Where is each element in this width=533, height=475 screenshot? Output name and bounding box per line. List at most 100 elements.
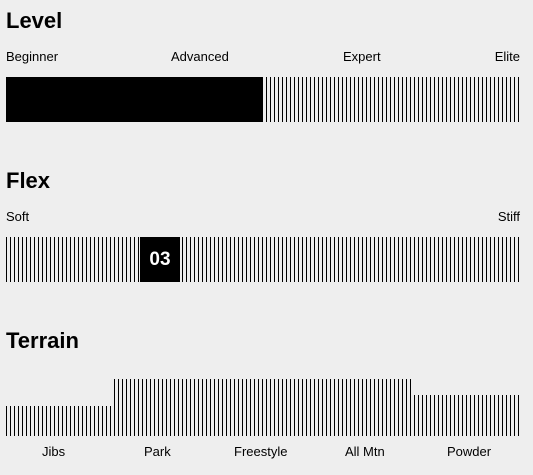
flex-tick xyxy=(290,237,291,282)
level-tick xyxy=(362,77,363,122)
flex-tick xyxy=(254,237,255,282)
flex-tick xyxy=(362,237,363,282)
terrain-tick xyxy=(182,379,183,436)
flex-tick xyxy=(282,237,283,282)
level-label-elite: Elite xyxy=(494,49,520,64)
terrain-tick xyxy=(206,379,207,436)
flex-tick xyxy=(274,237,275,282)
flex-tick xyxy=(210,237,211,282)
level-tick xyxy=(434,77,435,122)
terrain-tick xyxy=(134,379,135,436)
flex-tick xyxy=(358,237,359,282)
terrain-tick xyxy=(386,379,387,436)
terrain-tick xyxy=(286,379,287,436)
flex-tick xyxy=(466,237,467,282)
flex-tick xyxy=(442,237,443,282)
terrain-tick xyxy=(170,379,171,436)
level-tick xyxy=(462,77,463,122)
level-tick xyxy=(406,77,407,122)
flex-tick xyxy=(206,237,207,282)
level-meter xyxy=(6,77,519,122)
level-tick xyxy=(414,77,415,122)
terrain-tick xyxy=(194,379,195,436)
level-tick xyxy=(382,77,383,122)
terrain-tick xyxy=(338,379,339,436)
flex-tick xyxy=(294,237,295,282)
terrain-tick xyxy=(462,395,463,436)
terrain-title: Terrain xyxy=(6,328,79,353)
level-tick xyxy=(426,77,427,122)
terrain-tick xyxy=(294,379,295,436)
flex-tick xyxy=(10,237,11,282)
flex-tick xyxy=(62,237,63,282)
flex-tick xyxy=(54,237,55,282)
terrain-tick xyxy=(142,379,143,436)
flex-tick xyxy=(314,237,315,282)
level-tick xyxy=(374,77,375,122)
terrain-tick xyxy=(370,379,371,436)
flex-meter: 03 xyxy=(6,237,519,282)
terrain-tick xyxy=(98,406,99,436)
level-tick xyxy=(346,77,347,122)
terrain-tick xyxy=(234,379,235,436)
level-tick xyxy=(506,77,507,122)
terrain-tick xyxy=(470,395,471,436)
flex-tick xyxy=(278,237,279,282)
terrain-tick xyxy=(230,379,231,436)
terrain-tick xyxy=(90,406,91,436)
flex-tick xyxy=(474,237,475,282)
level-tick xyxy=(458,77,459,122)
flex-tick xyxy=(78,237,79,282)
flex-tick xyxy=(218,237,219,282)
flex-tick xyxy=(518,237,519,282)
flex-tick xyxy=(398,237,399,282)
flex-tick xyxy=(186,237,187,282)
flex-title: Flex xyxy=(6,168,51,193)
flex-tick xyxy=(222,237,223,282)
flex-tick xyxy=(394,237,395,282)
terrain-tick xyxy=(162,379,163,436)
flex-tick xyxy=(38,237,39,282)
terrain-tick xyxy=(166,379,167,436)
flex-tick xyxy=(342,237,343,282)
level-tick xyxy=(354,77,355,122)
flex-tick xyxy=(46,237,47,282)
flex-tick xyxy=(246,237,247,282)
terrain-tick xyxy=(394,379,395,436)
flex-tick xyxy=(198,237,199,282)
terrain-tick xyxy=(494,395,495,436)
terrain-tick xyxy=(326,379,327,436)
flex-tick xyxy=(454,237,455,282)
terrain-tick xyxy=(342,379,343,436)
level-tick xyxy=(498,77,499,122)
terrain-tick xyxy=(174,379,175,436)
terrain-tick xyxy=(270,379,271,436)
flex-tick xyxy=(390,237,391,282)
terrain-tick xyxy=(86,406,87,436)
terrain-tick xyxy=(126,379,127,436)
level-tick xyxy=(394,77,395,122)
flex-tick xyxy=(418,237,419,282)
level-tick xyxy=(490,77,491,122)
flex-tick xyxy=(350,237,351,282)
level-tick xyxy=(422,77,423,122)
terrain-tick xyxy=(406,379,407,436)
level-tick xyxy=(418,77,419,122)
flex-tick xyxy=(354,237,355,282)
terrain-tick xyxy=(434,395,435,436)
terrain-tick xyxy=(518,395,519,436)
level-tick xyxy=(342,77,343,122)
terrain-tick xyxy=(70,406,71,436)
flex-tick xyxy=(382,237,383,282)
level-meter-fill xyxy=(6,77,263,122)
flex-tick xyxy=(478,237,479,282)
terrain-tick xyxy=(442,395,443,436)
level-tick xyxy=(338,77,339,122)
flex-tick xyxy=(30,237,31,282)
flex-tick xyxy=(422,237,423,282)
terrain-tick xyxy=(322,379,323,436)
flex-tick xyxy=(458,237,459,282)
terrain-tick xyxy=(210,379,211,436)
level-tick xyxy=(470,77,471,122)
terrain-label-all-mtn: All Mtn xyxy=(345,444,385,459)
